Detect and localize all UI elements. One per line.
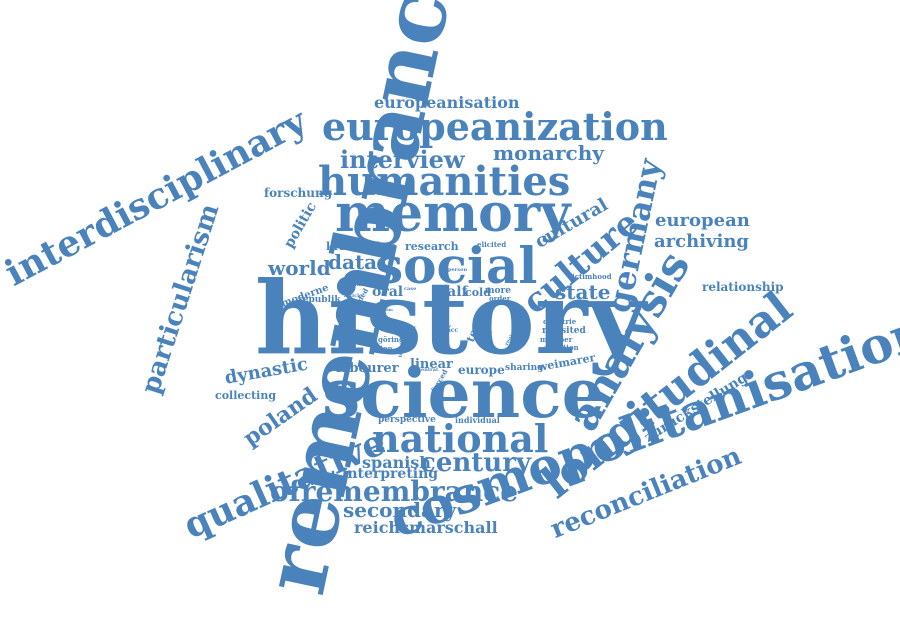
word-particularism: particularism <box>135 200 226 398</box>
word-half: half <box>437 284 468 300</box>
word-national: national <box>372 416 549 461</box>
word-century: century <box>420 448 531 478</box>
word-union: union <box>370 344 393 353</box>
word-central: central <box>418 367 438 373</box>
word-world: world <box>268 256 331 280</box>
word-interpreting: interpreting <box>342 466 439 482</box>
word-reichsmarschall: reichsmarschall <box>354 518 498 537</box>
word-state: state <box>555 280 611 304</box>
word-perspective: perspective <box>378 415 436 425</box>
word-relationship: relationship <box>702 280 784 294</box>
word-collecting: collecting <box>215 389 277 402</box>
word-adoption: adoption <box>544 343 579 352</box>
word-alter: alter <box>403 325 417 331</box>
word-science: science <box>322 354 605 434</box>
word-history: history <box>255 259 646 377</box>
word-europeanisation: europeanisation <box>374 93 520 112</box>
word-sharing: sharing <box>505 363 544 373</box>
word-person: person <box>448 267 468 273</box>
word-krisenjahre: krisenjahre <box>326 240 397 253</box>
word-interview: interview <box>340 145 465 174</box>
word-memory: memory <box>335 183 571 244</box>
word-europeanization: europeanization <box>322 104 668 149</box>
word-countrie: countrie <box>543 317 577 326</box>
word-elicited: elicited <box>477 240 507 249</box>
word-acc: acc <box>447 327 459 334</box>
word-social: social <box>375 236 538 295</box>
word-more: more <box>485 286 511 296</box>
word-politic: politic <box>281 199 320 251</box>
word-spanish: spanish <box>362 453 431 472</box>
word-goring: göring <box>378 335 404 344</box>
word-victim: victim <box>379 307 393 312</box>
word-cold: cold <box>465 286 491 299</box>
word-monarchy: monarchy <box>493 141 604 165</box>
word-data: data <box>328 250 378 274</box>
word-article: article <box>344 293 363 299</box>
word-ofremembrance: ofremembrance <box>270 475 519 508</box>
word-case: case <box>404 286 417 292</box>
word-order: order <box>489 294 511 303</box>
word-secondary: secondary <box>343 498 457 522</box>
word-victimhood: victimhood <box>568 272 612 281</box>
word-member: member <box>540 335 573 344</box>
word-europe: europe <box>458 363 505 377</box>
word-revisited: revisited <box>542 326 586 336</box>
word-forschung: forschung <box>264 186 333 200</box>
word-number: number <box>353 282 375 288</box>
word-humanities: humanities <box>318 158 571 205</box>
word-republik: republik <box>298 295 341 305</box>
word-european: european <box>655 210 750 231</box>
word-archiving: archiving <box>654 231 750 252</box>
word-linear: linear <box>410 357 453 372</box>
word-research: research <box>405 240 459 253</box>
word-individual: individual <box>455 415 500 425</box>
word-oral: oral <box>372 284 404 300</box>
word-labourer: labourer <box>336 361 399 376</box>
